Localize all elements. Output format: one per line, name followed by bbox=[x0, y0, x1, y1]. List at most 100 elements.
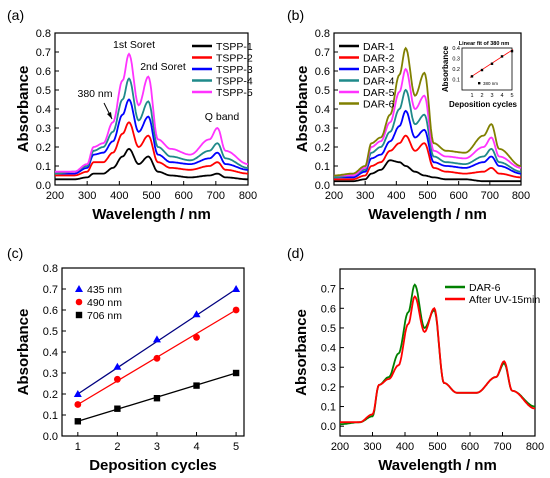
data-point bbox=[74, 418, 82, 425]
data-point bbox=[153, 354, 161, 362]
y-axis-label: Absorbance bbox=[293, 309, 310, 396]
x-tick-label: 5 bbox=[233, 441, 239, 453]
x-tick-label: 800 bbox=[512, 190, 530, 202]
data-point bbox=[193, 333, 200, 341]
x-axis-label: Deposition cycles bbox=[89, 457, 217, 474]
inset-point bbox=[490, 62, 494, 65]
legend-label: DAR-1 bbox=[363, 41, 395, 53]
inset-legend-label: 380 nm bbox=[483, 81, 498, 86]
panel-label: (c) bbox=[7, 245, 23, 261]
x-tick-label: 4 bbox=[193, 441, 199, 453]
data-point bbox=[232, 285, 241, 292]
legend-label: DAR-6 bbox=[363, 99, 395, 111]
y-tick-label: 0.0 bbox=[36, 180, 51, 192]
data-point bbox=[192, 310, 201, 318]
data-point bbox=[153, 395, 161, 402]
y-tick-label: 0.3 bbox=[315, 123, 330, 135]
y-tick-label: 0.4 bbox=[43, 347, 58, 359]
y-tick-label: 0.3 bbox=[43, 368, 58, 380]
legend-label: TSPP-2 bbox=[216, 53, 253, 65]
legend-label: 435 nm bbox=[87, 284, 122, 296]
x-tick-label: 700 bbox=[493, 441, 511, 453]
inset-point bbox=[500, 55, 504, 58]
y-axis-label: Absorbance bbox=[294, 66, 311, 153]
y-tick-label: 0.7 bbox=[36, 47, 51, 59]
panel-label: (a) bbox=[7, 7, 24, 23]
panel-2: 200 300 400 500 600 700 800 0.0 0.1 0.2 0.3 0.4 0.5 0… bbox=[287, 7, 530, 223]
legend-label: DAR-5 bbox=[363, 87, 395, 99]
panel-1: 200 300 400 500 600 700 800 0.0 0.1 0.2 0.3 0.4 0.5 0… bbox=[7, 7, 257, 223]
legend-label: TSPP-4 bbox=[216, 76, 253, 88]
inset-chart: Linear fit of 380 nm 1 2 3 4 5 0.1 0.2 0.3 0.4 Dep… bbox=[441, 41, 518, 109]
inset-title: Linear fit of 380 nm bbox=[459, 41, 510, 47]
x-tick-label: 600 bbox=[449, 190, 467, 202]
x-tick-label: 400 bbox=[396, 441, 414, 453]
annotation-2nd-soret: 2nd Soret bbox=[140, 61, 186, 73]
data-point bbox=[114, 405, 121, 412]
legend-label: 706 nm bbox=[87, 310, 122, 322]
inset-y-tick-label: 0.4 bbox=[452, 46, 460, 52]
legend-label: DAR-4 bbox=[363, 76, 395, 88]
inset-x-tick-label: 1 bbox=[470, 93, 473, 99]
inset-frame bbox=[461, 47, 513, 91]
data-point bbox=[113, 362, 122, 370]
x-tick-label: 800 bbox=[239, 190, 257, 202]
y-tick-label: 0.6 bbox=[321, 303, 336, 315]
data-point bbox=[74, 401, 82, 408]
annotation-380nm: 380 nm bbox=[77, 88, 112, 100]
y-tick-label: 0.0 bbox=[321, 421, 336, 433]
x-tick-label: 500 bbox=[418, 190, 436, 202]
x-tick-label: 200 bbox=[46, 190, 64, 202]
x-tick-label: 200 bbox=[325, 190, 343, 202]
y-tick-label: 0.3 bbox=[36, 123, 51, 135]
y-tick-label: 0.0 bbox=[315, 180, 330, 192]
y-tick-label: 0.1 bbox=[43, 410, 58, 422]
legend-label: TSPP-3 bbox=[216, 64, 253, 76]
x-tick-label: 200 bbox=[331, 441, 349, 453]
x-axis-label: Wavelength / nm bbox=[368, 206, 487, 223]
x-tick-label: 400 bbox=[110, 190, 128, 202]
x-tick-label: 500 bbox=[428, 441, 446, 453]
legend-marker bbox=[75, 311, 83, 319]
series-line-tspp-4 bbox=[55, 77, 248, 175]
inset-x-tick-label: 4 bbox=[500, 93, 503, 99]
y-tick-label: 0.3 bbox=[321, 362, 336, 374]
data-point bbox=[232, 306, 240, 314]
x-tick-label: 2 bbox=[114, 441, 120, 453]
y-tick-label: 0.4 bbox=[36, 104, 51, 116]
data-point bbox=[152, 335, 161, 343]
x-axis-label: Wavelength / nm bbox=[378, 457, 497, 474]
x-tick-label: 700 bbox=[481, 190, 499, 202]
inset-x-tick-label: 2 bbox=[480, 93, 483, 99]
y-tick-label: 0.5 bbox=[36, 85, 51, 97]
y-tick-label: 0.5 bbox=[43, 326, 58, 338]
inset-point bbox=[470, 75, 474, 78]
y-tick-label: 0.6 bbox=[315, 66, 330, 78]
y-tick-label: 0.1 bbox=[315, 161, 330, 173]
legend-label: DAR-3 bbox=[363, 64, 395, 76]
x-tick-label: 400 bbox=[387, 190, 405, 202]
x-tick-label: 600 bbox=[174, 190, 192, 202]
y-tick-label: 0.2 bbox=[43, 389, 58, 401]
legend-marker bbox=[75, 298, 83, 306]
series-line-tspp-5 bbox=[55, 52, 249, 173]
inset-x-tick-label: 3 bbox=[490, 93, 493, 99]
legend-label: TSPP-5 bbox=[216, 87, 253, 99]
y-tick-label: 0.4 bbox=[321, 343, 336, 355]
y-tick-label: 0.1 bbox=[36, 161, 51, 173]
inset-y-tick-label: 0.1 bbox=[452, 78, 460, 84]
annotation-arrowhead bbox=[107, 112, 112, 119]
inset-y-tick-label: 0.3 bbox=[452, 57, 460, 63]
inset-point bbox=[510, 49, 514, 53]
x-axis-label: Wavelength / nm bbox=[92, 206, 211, 223]
series-line-dar-4 bbox=[334, 88, 521, 179]
series-line-dar-3 bbox=[334, 109, 521, 179]
data-point bbox=[113, 375, 121, 383]
legend-label: TSPP-1 bbox=[216, 41, 253, 53]
series-line-dar-1 bbox=[334, 159, 521, 183]
x-tick-label: 3 bbox=[154, 441, 160, 453]
annotation-1st-soret: 1st Soret bbox=[113, 39, 155, 51]
y-tick-label: 0.7 bbox=[321, 284, 336, 296]
series-line-dar-5 bbox=[334, 67, 522, 177]
series-line-tspp-3 bbox=[55, 98, 248, 175]
